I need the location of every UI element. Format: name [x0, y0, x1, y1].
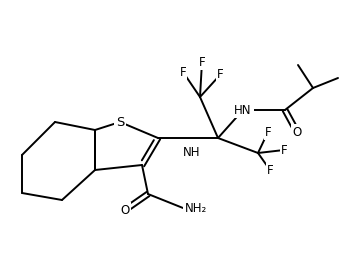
Text: F: F	[180, 66, 186, 79]
Text: O: O	[120, 203, 130, 217]
Text: NH₂: NH₂	[185, 202, 207, 215]
Text: O: O	[120, 203, 130, 217]
Text: S: S	[116, 116, 124, 128]
Text: F: F	[199, 55, 205, 69]
Text: F: F	[180, 66, 186, 79]
Text: NH: NH	[183, 147, 201, 159]
Text: F: F	[267, 163, 273, 177]
Text: NH₂: NH₂	[183, 202, 205, 215]
Text: F: F	[217, 69, 223, 82]
Text: F: F	[217, 69, 223, 82]
Text: F: F	[281, 144, 287, 156]
Text: O: O	[292, 125, 302, 138]
Text: F: F	[199, 55, 205, 69]
Text: F: F	[281, 144, 287, 156]
Text: HN: HN	[234, 104, 252, 116]
Text: F: F	[265, 125, 271, 138]
Text: O: O	[292, 125, 302, 138]
Text: F: F	[265, 125, 271, 138]
Text: NH: NH	[183, 147, 201, 159]
Text: F: F	[267, 163, 273, 177]
